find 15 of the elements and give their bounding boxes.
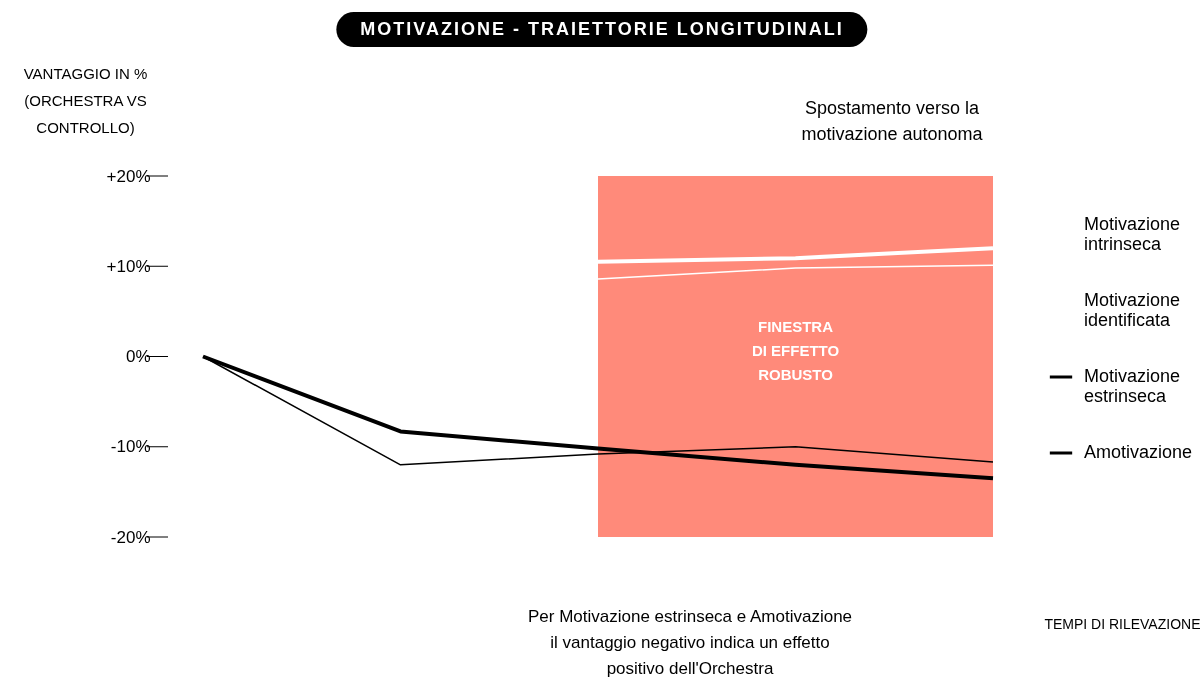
legend-label: Motivazione estrinseca	[1084, 366, 1181, 406]
chart-title: MOTIVAZIONE - TRAIETTORIE LONGITUDINALI	[336, 12, 868, 47]
y-axis-title: VANTAGGIO IN % (ORCHESTRA VS CONTROLLO)	[23, 64, 148, 136]
y-tick-label: -10%	[110, 437, 151, 457]
text: Motivazione intrinseca	[1084, 214, 1181, 254]
y-tick-label: +20%	[106, 166, 151, 186]
x-axis-title: TEMPI DI RILEVAZIONE	[1044, 615, 1201, 632]
annotation: FINESTRA DI EFFETTO ROBUSTO	[751, 318, 840, 383]
text: Spostamento verso la motivazione autonoma	[801, 98, 984, 144]
y-tick-label: 0%	[125, 347, 151, 366]
y-tick-label: -20%	[110, 527, 151, 547]
y-tick-label: +10%	[106, 256, 151, 276]
legend-label: Amotivazione	[1084, 442, 1193, 462]
text: Motivazione identificata	[1084, 290, 1181, 330]
text: Per Motivazione estrinseca e Amotivazione il vantaggio negativo indica un effetto positivo dell'Orchestra	[527, 607, 853, 678]
